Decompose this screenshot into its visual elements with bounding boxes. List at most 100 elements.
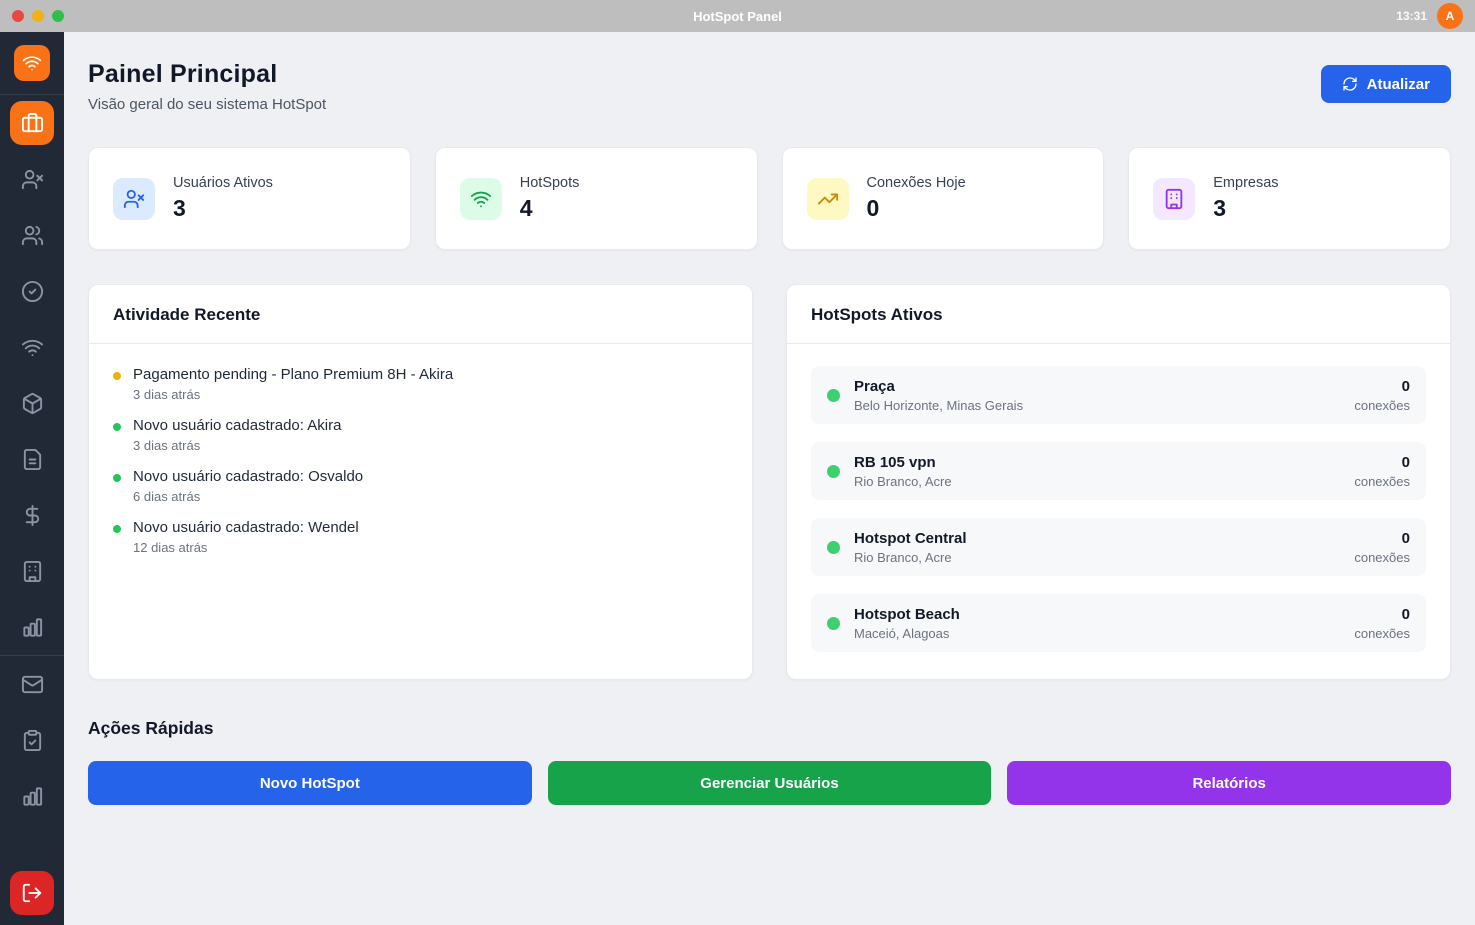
sidebar-item-mail[interactable] xyxy=(0,656,64,712)
stat-value: 0 xyxy=(866,195,880,221)
users-icon xyxy=(21,224,44,247)
hotspot-row[interactable]: Hotspot Central Rio Branco, Acre 0 conex… xyxy=(811,518,1426,576)
building-icon xyxy=(1153,177,1196,220)
stat-card-hotspots: HotSpots 4 xyxy=(434,147,758,250)
status-dot xyxy=(113,423,121,431)
connections-label: conexões xyxy=(1354,473,1410,489)
bar-chart-icon xyxy=(21,785,44,808)
building-icon xyxy=(21,560,44,583)
logout-button[interactable] xyxy=(10,871,54,915)
check-circle-icon xyxy=(21,280,44,303)
refresh-button-label: Atualizar xyxy=(1366,75,1430,93)
main-content: Painel Principal Visão geral do seu sist… xyxy=(64,32,1475,925)
reports-button[interactable]: Relatórios xyxy=(1007,761,1451,805)
activity-text: Novo usuário cadastrado: Akira xyxy=(133,417,342,434)
stat-value: 3 xyxy=(173,195,186,221)
new-hotspot-button[interactable]: Novo HotSpot xyxy=(88,761,532,805)
titlebar: HotSpot Panel 13:31 A xyxy=(0,0,1475,32)
traffic-lights xyxy=(12,10,64,22)
activity-time: 12 dias atrás xyxy=(133,540,208,555)
quick-actions-row: Novo HotSpot Gerenciar Usuários Relatóri… xyxy=(88,761,1451,805)
hotspot-name: Praça xyxy=(854,377,895,395)
hotspot-location: Rio Branco, Acre xyxy=(854,473,952,489)
sidebar-item-tasks[interactable] xyxy=(0,712,64,768)
sidebar-item-analytics[interactable] xyxy=(0,768,64,824)
connections-label: conexões xyxy=(1354,549,1410,565)
stat-label: Conexões Hoje xyxy=(866,175,966,191)
avatar[interactable]: A xyxy=(1437,3,1463,29)
activity-text: Novo usuário cadastrado: Osvaldo xyxy=(133,468,364,485)
sidebar-item-companies[interactable] xyxy=(0,543,64,599)
stat-label: HotSpots xyxy=(519,175,580,191)
status-dot xyxy=(113,525,121,533)
hotspot-name: Hotspot Beach xyxy=(854,605,960,623)
online-dot xyxy=(827,540,840,554)
active-hotspots-panel: HotSpots Ativos Praça Belo Horizonte, Mi… xyxy=(786,284,1451,680)
bar-chart-icon xyxy=(21,616,44,639)
refresh-button[interactable]: Atualizar xyxy=(1320,65,1451,103)
trending-up-icon xyxy=(806,177,849,220)
active-indicator xyxy=(10,101,54,145)
sidebar-item-billing[interactable] xyxy=(0,487,64,543)
page-header: Painel Principal Visão geral do seu sist… xyxy=(88,60,1451,113)
maximize-window-button[interactable] xyxy=(52,10,64,22)
status-dot xyxy=(113,474,121,482)
panel-title: Atividade Recente xyxy=(113,305,261,324)
log-out-icon xyxy=(21,882,43,904)
online-dot xyxy=(827,616,840,630)
sidebar-item-users[interactable] xyxy=(0,207,64,263)
online-dot xyxy=(827,388,840,402)
sidebar xyxy=(0,32,64,925)
wifi-icon xyxy=(21,336,44,359)
hotspot-location: Maceió, Alagoas xyxy=(854,625,950,641)
sidebar-item-dashboard[interactable] xyxy=(0,95,64,151)
sidebar-item-approvals[interactable] xyxy=(0,263,64,319)
file-text-icon xyxy=(21,448,44,471)
hotspot-name: Hotspot Central xyxy=(854,529,967,547)
hotspot-row[interactable]: Hotspot Beach Maceió, Alagoas 0 conexões xyxy=(811,594,1426,652)
stat-label: Empresas xyxy=(1213,175,1279,191)
manage-users-button[interactable]: Gerenciar Usuários xyxy=(547,761,992,805)
stat-value: 4 xyxy=(519,195,533,221)
sidebar-item-hotspots[interactable] xyxy=(0,319,64,375)
sidebar-item-documents[interactable] xyxy=(0,431,64,487)
hotspot-name: RB 105 vpn xyxy=(854,453,936,471)
refresh-icon xyxy=(1342,76,1358,92)
hotspot-row[interactable]: Praça Belo Horizonte, Minas Gerais 0 con… xyxy=(811,366,1426,424)
window-title: HotSpot Panel xyxy=(693,8,782,24)
status-dot xyxy=(113,372,121,380)
close-window-button[interactable] xyxy=(12,10,24,22)
activity-time: 3 dias atrás xyxy=(133,387,201,402)
connections-label: conexões xyxy=(1354,397,1410,413)
connections-count: 0 xyxy=(1401,529,1410,547)
online-dot xyxy=(827,464,840,478)
panel-title: HotSpots Ativos xyxy=(811,305,943,324)
page-title: Painel Principal xyxy=(88,60,278,88)
activity-item: Novo usuário cadastrado: Osvaldo 6 dias … xyxy=(113,468,728,504)
recent-activity-panel: Atividade Recente Pagamento pending - Pl… xyxy=(88,284,753,680)
panels-row: Atividade Recente Pagamento pending - Pl… xyxy=(88,284,1451,680)
sidebar-item-reports[interactable] xyxy=(0,599,64,655)
sidebar-item-packages[interactable] xyxy=(0,375,64,431)
wifi-icon xyxy=(22,53,42,73)
clipboard-check-icon xyxy=(21,729,44,752)
hotspot-location: Belo Horizonte, Minas Gerais xyxy=(854,397,1024,413)
sidebar-item-user-config[interactable] xyxy=(0,151,64,207)
activity-time: 6 dias atrás xyxy=(133,489,201,504)
minimize-window-button[interactable] xyxy=(32,10,44,22)
stat-card-connections-today: Conexões Hoje 0 xyxy=(781,147,1105,250)
stat-label: Usuários Ativos xyxy=(173,175,273,191)
activity-text: Pagamento pending - Plano Premium 8H - A… xyxy=(133,366,454,383)
mail-icon xyxy=(21,673,44,696)
activity-item: Novo usuário cadastrado: Wendel 12 dias … xyxy=(113,519,728,555)
panel-header: HotSpots Ativos xyxy=(787,285,1450,344)
user-x-icon xyxy=(113,177,155,220)
app-logo xyxy=(14,45,50,81)
connections-count: 0 xyxy=(1401,377,1410,395)
sidebar-divider xyxy=(0,655,64,656)
quick-actions-title: Ações Rápidas xyxy=(88,718,214,738)
hotspot-row[interactable]: RB 105 vpn Rio Branco, Acre 0 conexões xyxy=(811,442,1426,500)
activity-time: 3 dias atrás xyxy=(133,438,201,453)
stat-value: 3 xyxy=(1213,195,1227,221)
